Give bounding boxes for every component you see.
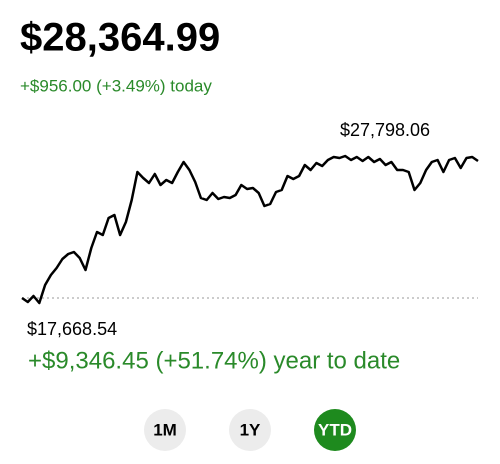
high-label: $27,798.06 xyxy=(340,120,430,140)
low-label: $17,668.54 xyxy=(27,319,117,339)
change-today: +$956.00 (+3.49%) today xyxy=(20,76,212,95)
range-button[interactable] xyxy=(314,409,356,451)
range-button-label[interactable]: 1M xyxy=(153,420,177,439)
range-button[interactable] xyxy=(229,409,271,451)
range-button-label[interactable]: YTD xyxy=(318,420,352,439)
price-line xyxy=(21,154,479,305)
price: $28,364.99 xyxy=(20,16,220,60)
change-ytd: +$9,346.45 (+51.74%) year to date xyxy=(28,347,400,374)
range-button[interactable] xyxy=(144,409,186,451)
range-button-label[interactable]: 1Y xyxy=(240,420,261,439)
